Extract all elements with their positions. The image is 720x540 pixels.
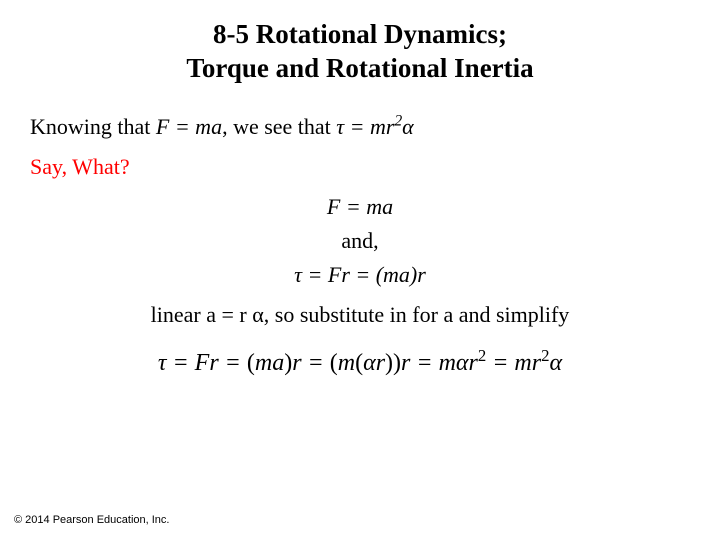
linear-substitution-text: linear a = r α, so substitute in for a a… — [28, 302, 692, 328]
eq-fma: F = ma — [327, 194, 393, 219]
intro-line: Knowing that F = ma, we see that τ = mr2… — [30, 114, 692, 140]
say-what-text: Say, What? — [30, 154, 130, 179]
intro-mid: , we see that — [222, 114, 336, 139]
say-what: Say, What? — [30, 154, 692, 180]
copyright-notice: © 2014 Pearson Education, Inc. — [14, 514, 169, 526]
intro-eq2: τ = mr2α — [336, 114, 413, 139]
intro-prefix: Knowing that — [30, 114, 156, 139]
title-line-1: 8-5 Rotational Dynamics; — [213, 19, 507, 49]
slide-container: 8-5 Rotational Dynamics; Torque and Rota… — [0, 0, 720, 540]
derivation-equation: τ = Fr = (ma)r = (m(αr))r = mαr2 = mr2α — [28, 350, 692, 377]
intro-eq1: F = ma — [156, 114, 222, 139]
and-word: and, — [341, 228, 378, 253]
equations-block: F = ma and, τ = Fr = (ma)r — [28, 190, 692, 292]
title-line-2: Torque and Rotational Inertia — [186, 53, 533, 83]
eq-tau: τ = Fr = (ma)r — [294, 262, 426, 287]
slide-title: 8-5 Rotational Dynamics; Torque and Rota… — [28, 18, 692, 86]
